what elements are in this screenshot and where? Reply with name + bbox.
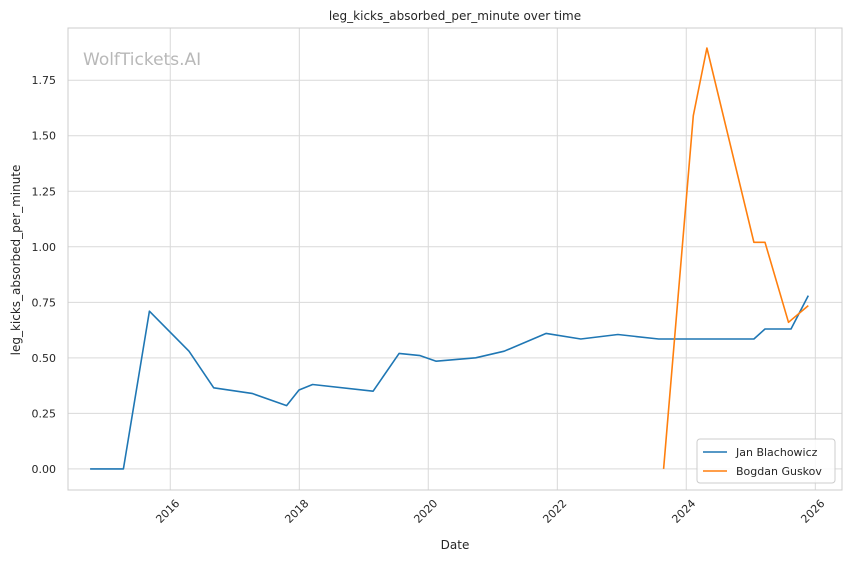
series-line-jan-blachowicz bbox=[90, 295, 810, 470]
legend-label-bogdan-guskov: Bogdan Guskov bbox=[736, 465, 822, 478]
series-lines bbox=[90, 47, 810, 470]
x-axis-title: Date bbox=[441, 538, 470, 552]
legend-box bbox=[696, 438, 836, 484]
y-axis-title: leg_kicks_absorbed_per_minute bbox=[9, 165, 23, 356]
y-tick-label: 1.00 bbox=[32, 241, 57, 254]
grid-lines bbox=[68, 28, 842, 490]
y-tick-label: 0.75 bbox=[32, 296, 57, 309]
y-tick-label: 1.75 bbox=[32, 74, 57, 87]
chart-title: leg_kicks_absorbed_per_minute over time bbox=[329, 9, 581, 23]
legend: Jan Blachowicz Bogdan Guskov bbox=[696, 438, 836, 484]
y-tick-labels: 0.00 0.25 0.50 0.75 1.00 1.25 1.50 1.75 bbox=[32, 74, 57, 476]
legend-label-jan-blachowicz: Jan Blachowicz bbox=[735, 446, 818, 459]
y-tick-label: 0.25 bbox=[32, 407, 57, 420]
y-tick-label: 0.00 bbox=[32, 463, 57, 476]
y-tick-label: 1.25 bbox=[32, 185, 57, 198]
y-tick-label: 0.50 bbox=[32, 352, 57, 365]
watermark: WolfTickets.AI bbox=[83, 50, 201, 70]
y-tick-label: 1.50 bbox=[32, 130, 57, 143]
plot-frame bbox=[67, 27, 843, 491]
series-line-bogdan-guskov bbox=[662, 47, 809, 469]
